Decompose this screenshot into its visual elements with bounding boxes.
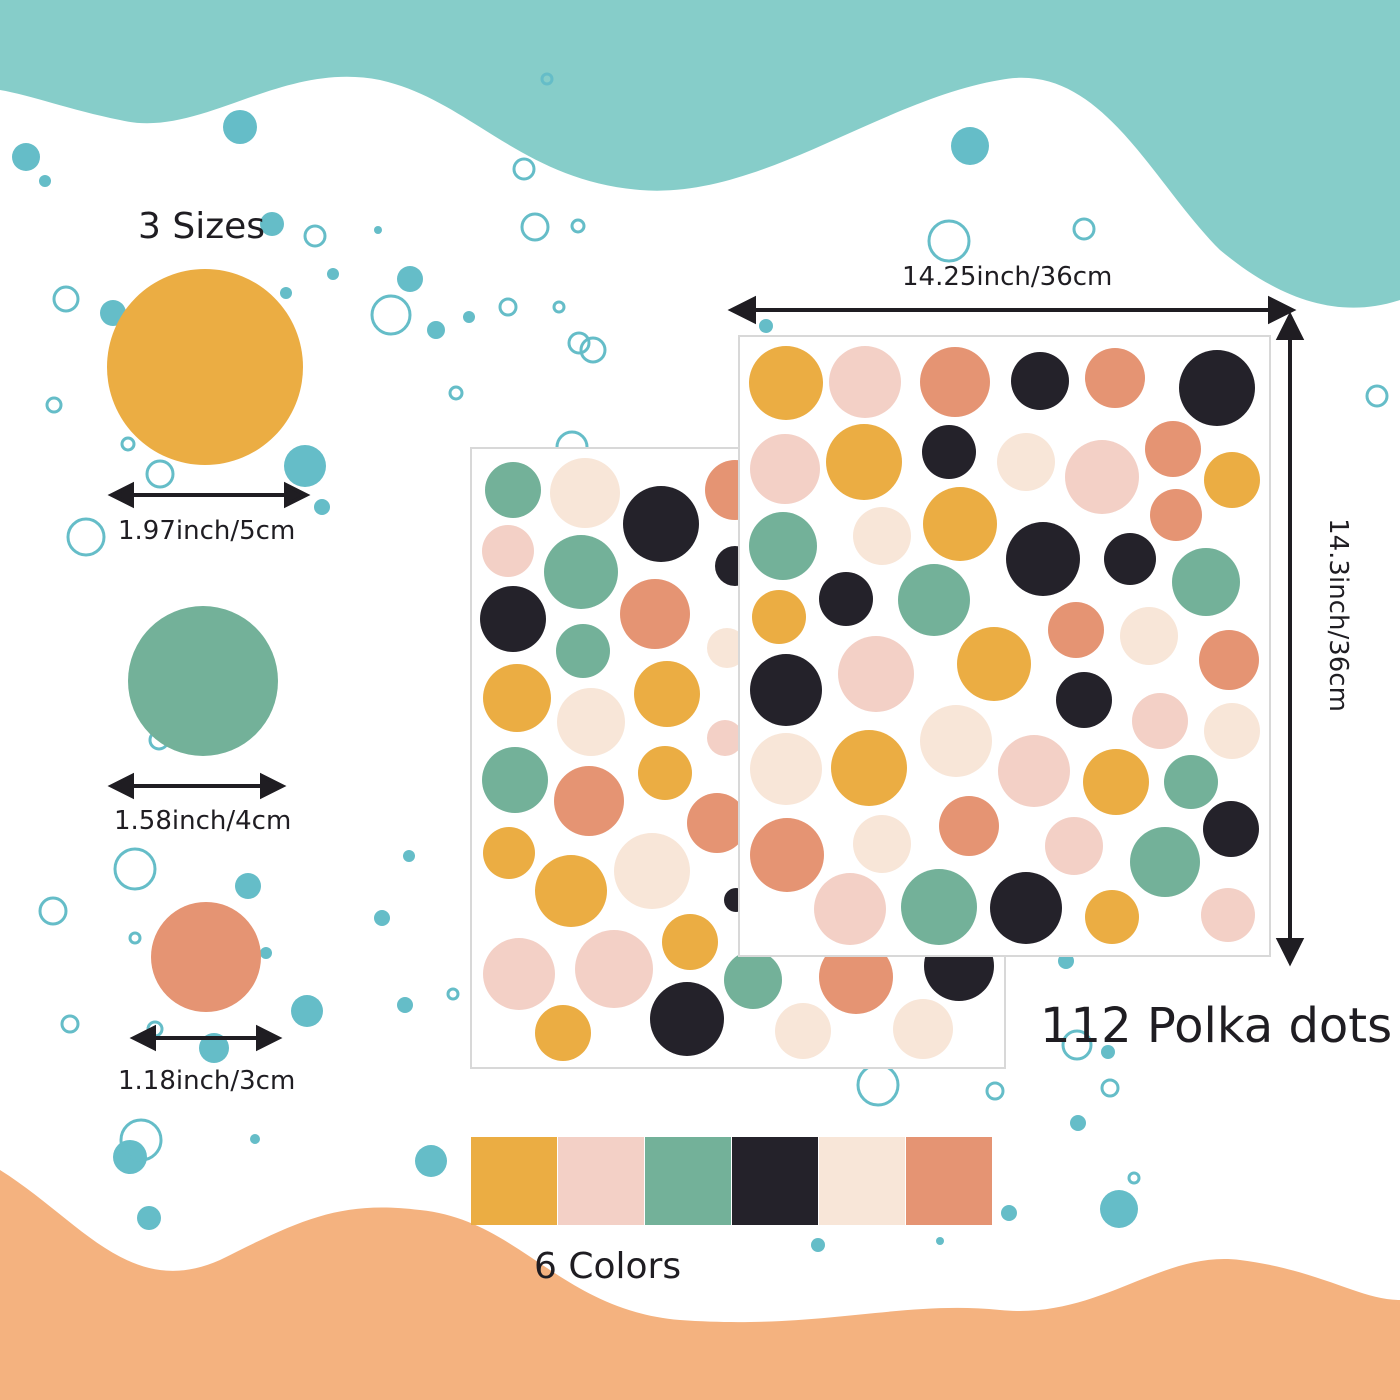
top-wave bbox=[0, 0, 1400, 308]
large-dot-sample bbox=[107, 269, 303, 465]
size-small-label: 1.18inch/3cm bbox=[118, 1066, 296, 1096]
filled-bubbles bbox=[12, 110, 1138, 1252]
swatch-cream bbox=[819, 1137, 905, 1225]
size-medium-label: 1.58inch/4cm bbox=[114, 806, 292, 836]
color-palette bbox=[471, 1137, 993, 1225]
double-arrow-icon bbox=[727, 295, 1305, 967]
swatch-sage bbox=[645, 1137, 731, 1225]
hollow-bubbles bbox=[38, 72, 1389, 1185]
sizes-title: 3 Sizes bbox=[138, 206, 266, 247]
small-dot-sample bbox=[151, 902, 261, 1012]
swatch-mustard bbox=[471, 1137, 557, 1225]
bottom-wave bbox=[0, 1170, 1400, 1400]
sheet-height-label: 14.3inch/36cm bbox=[1323, 518, 1353, 712]
dot-count-label: 112 Polka dots bbox=[1040, 998, 1393, 1054]
swatch-coral bbox=[906, 1137, 992, 1225]
double-arrow-icon bbox=[107, 481, 311, 1052]
size-large-label: 1.97inch/5cm bbox=[118, 516, 296, 546]
swatch-black bbox=[732, 1137, 818, 1225]
swatch-blush bbox=[558, 1137, 644, 1225]
colors-title: 6 Colors bbox=[534, 1246, 682, 1287]
front-sheet bbox=[738, 335, 1271, 957]
sheet-width-label: 14.25inch/36cm bbox=[902, 262, 1113, 292]
medium-dot-sample bbox=[128, 606, 278, 756]
